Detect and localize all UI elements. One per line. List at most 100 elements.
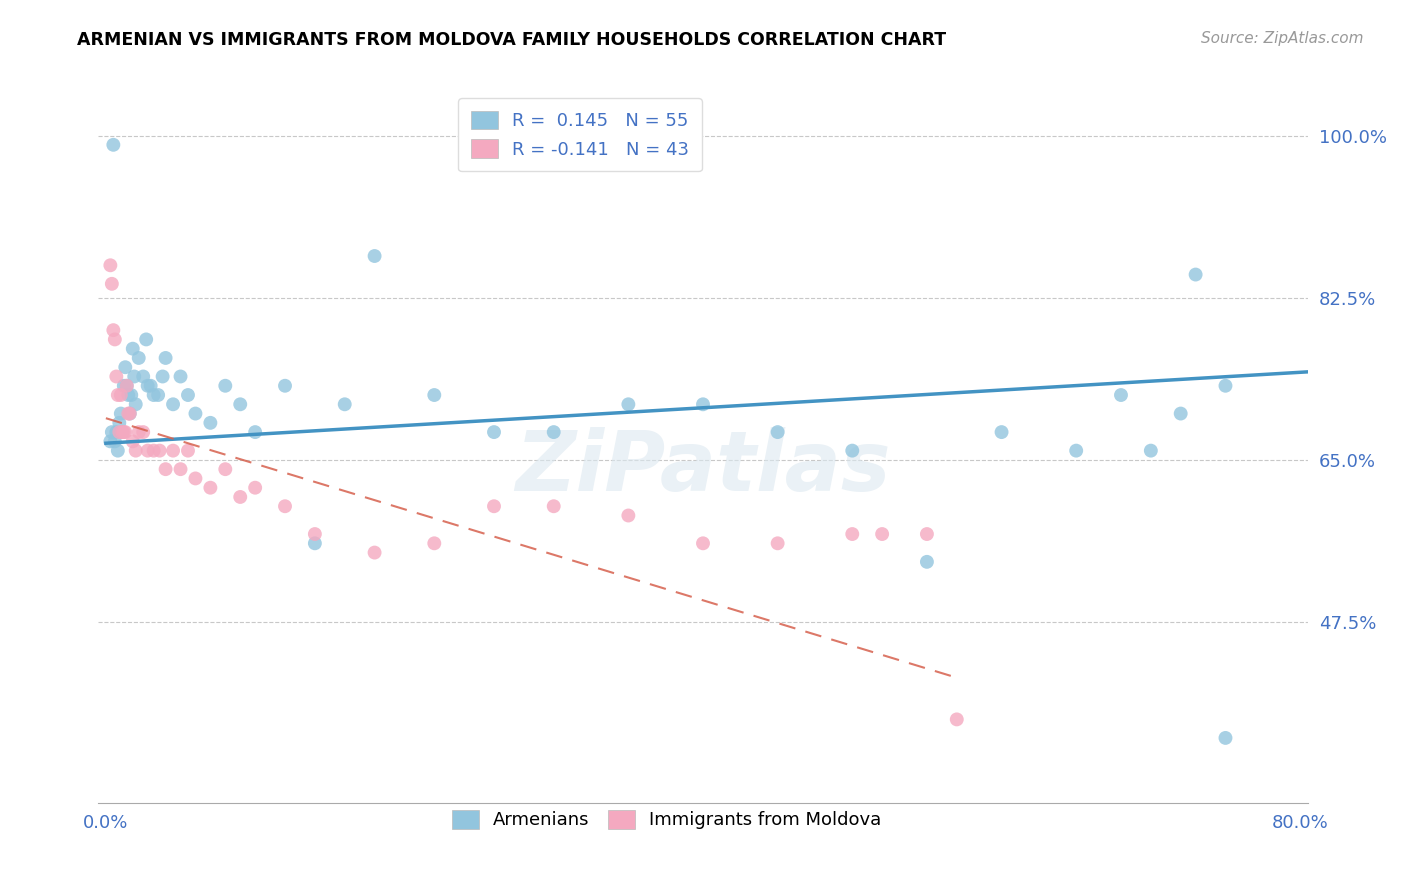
- Point: [1140, 443, 1163, 458]
- Point: [200, 481, 222, 495]
- Point: [108, 416, 131, 430]
- Point: [1215, 731, 1237, 745]
- Point: [110, 388, 132, 402]
- Point: [229, 397, 252, 411]
- Point: [766, 425, 789, 439]
- Point: [482, 425, 505, 439]
- Point: [142, 388, 165, 402]
- Point: [128, 351, 150, 365]
- Point: [692, 397, 714, 411]
- Point: [101, 425, 124, 439]
- Point: [304, 527, 326, 541]
- Point: [915, 527, 938, 541]
- Point: [617, 397, 640, 411]
- Point: [184, 407, 207, 421]
- Point: [118, 407, 141, 421]
- Point: [200, 416, 222, 430]
- Point: [169, 369, 191, 384]
- Point: [274, 500, 297, 514]
- Point: [118, 407, 141, 421]
- Point: [115, 378, 138, 392]
- Point: [274, 378, 297, 392]
- Point: [162, 397, 184, 411]
- Point: [363, 545, 385, 559]
- Point: [105, 369, 128, 384]
- Point: [870, 527, 893, 541]
- Point: [104, 434, 127, 449]
- Point: [692, 536, 714, 550]
- Point: [107, 443, 129, 458]
- Point: [915, 555, 938, 569]
- Point: [990, 425, 1012, 439]
- Point: [136, 443, 159, 458]
- Point: [146, 388, 169, 402]
- Point: [132, 369, 155, 384]
- Point: [1184, 268, 1206, 282]
- Point: [1215, 378, 1237, 392]
- Point: [103, 137, 125, 152]
- Point: [98, 434, 121, 449]
- Point: [766, 536, 789, 550]
- Point: [162, 443, 184, 458]
- Point: [333, 397, 356, 411]
- Point: [1170, 407, 1192, 421]
- Point: [117, 388, 139, 402]
- Point: [114, 360, 136, 375]
- Point: [114, 425, 136, 439]
- Point: [155, 351, 177, 365]
- Point: [98, 258, 121, 272]
- Point: [112, 378, 135, 392]
- Point: [110, 407, 132, 421]
- Point: [115, 378, 138, 392]
- Point: [841, 527, 863, 541]
- Point: [243, 425, 266, 439]
- Text: ARMENIAN VS IMMIGRANTS FROM MOLDOVA FAMILY HOUSEHOLDS CORRELATION CHART: ARMENIAN VS IMMIGRANTS FROM MOLDOVA FAMI…: [77, 31, 946, 49]
- Point: [543, 500, 565, 514]
- Point: [543, 425, 565, 439]
- Point: [112, 425, 135, 439]
- Point: [229, 490, 252, 504]
- Point: [101, 277, 124, 291]
- Point: [152, 369, 174, 384]
- Point: [214, 378, 236, 392]
- Point: [177, 388, 200, 402]
- Point: [122, 369, 145, 384]
- Point: [103, 323, 125, 337]
- Point: [214, 462, 236, 476]
- Point: [117, 407, 139, 421]
- Point: [169, 462, 191, 476]
- Point: [108, 425, 131, 439]
- Point: [1064, 443, 1087, 458]
- Point: [105, 425, 128, 439]
- Point: [184, 471, 207, 485]
- Point: [121, 434, 143, 449]
- Point: [243, 481, 266, 495]
- Point: [423, 536, 446, 550]
- Point: [142, 443, 165, 458]
- Point: [135, 333, 157, 347]
- Point: [111, 425, 134, 439]
- Point: [128, 425, 150, 439]
- Point: [423, 388, 446, 402]
- Point: [136, 378, 159, 392]
- Point: [177, 443, 200, 458]
- Point: [149, 443, 172, 458]
- Point: [120, 388, 142, 402]
- Point: [841, 443, 863, 458]
- Point: [125, 443, 148, 458]
- Point: [104, 333, 127, 347]
- Point: [107, 388, 129, 402]
- Y-axis label: Family Households: Family Households: [0, 362, 8, 530]
- Point: [111, 425, 134, 439]
- Point: [132, 425, 155, 439]
- Point: [125, 397, 148, 411]
- Point: [617, 508, 640, 523]
- Point: [363, 249, 385, 263]
- Point: [139, 378, 162, 392]
- Point: [482, 500, 505, 514]
- Point: [1109, 388, 1132, 402]
- Point: [155, 462, 177, 476]
- Point: [945, 712, 967, 726]
- Legend: Armenians, Immigrants from Moldova: Armenians, Immigrants from Moldova: [444, 803, 889, 837]
- Text: ZiPatlas: ZiPatlas: [515, 427, 891, 508]
